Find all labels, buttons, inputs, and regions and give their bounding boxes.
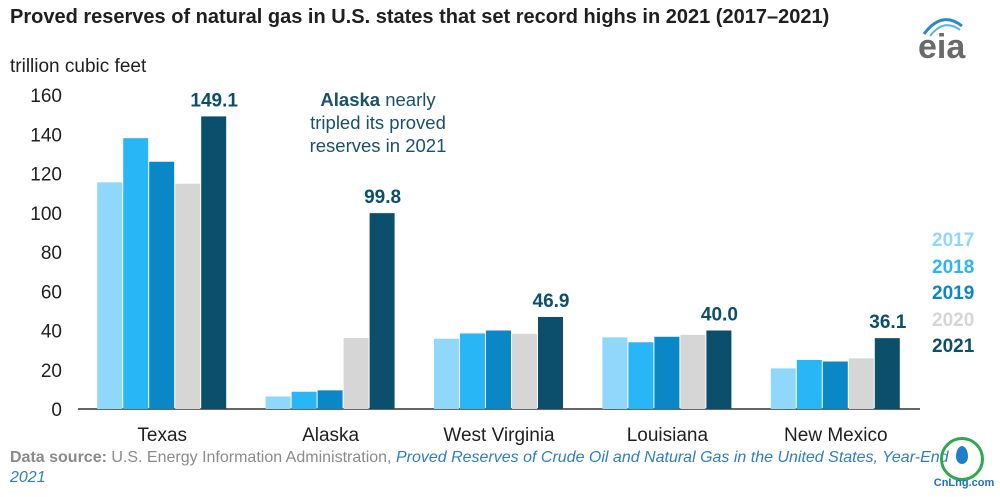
bar-2018 bbox=[460, 333, 485, 409]
bar-2020 bbox=[175, 183, 201, 409]
annotation-line: tripled its proved bbox=[310, 112, 446, 133]
watermark-text: CnLng.com bbox=[933, 477, 995, 489]
y-tick-label: 80 bbox=[41, 243, 62, 264]
water-drop-icon bbox=[956, 446, 968, 464]
y-tick-label: 40 bbox=[41, 322, 62, 343]
logo-text: eia bbox=[918, 28, 966, 66]
bar-2018 bbox=[123, 138, 149, 410]
data-source: Data source: U.S. Energy Information Adm… bbox=[10, 448, 970, 488]
source-publication-link[interactable]: Proved Reserves of Crude Oil and Natural… bbox=[10, 449, 949, 486]
bar-2021 bbox=[874, 338, 900, 409]
y-tick-label: 0 bbox=[51, 400, 62, 421]
bar-2019 bbox=[317, 390, 343, 409]
legend-item-2018: 2018 bbox=[932, 256, 975, 278]
annotation-line: reserves in 2021 bbox=[310, 135, 447, 156]
source-org: U.S. Energy Information Administration, bbox=[106, 449, 396, 466]
bar-2020 bbox=[680, 334, 706, 409]
legend-item-2017: 2017 bbox=[932, 230, 975, 251]
bar-2019 bbox=[654, 336, 680, 409]
x-tick-label: Louisiana bbox=[627, 425, 709, 446]
bar-2020 bbox=[343, 337, 369, 409]
bar-2020 bbox=[848, 358, 874, 409]
legend: 2017 2018 2019 2020 2021 bbox=[932, 228, 974, 361]
bar-2021 bbox=[538, 316, 563, 409]
bar-2017 bbox=[602, 337, 628, 409]
bar-2018 bbox=[291, 391, 317, 409]
legend-item-2019: 2019 bbox=[932, 283, 975, 304]
chart-title: Proved reserves of natural gas in U.S. s… bbox=[10, 6, 830, 28]
y-tick-label: 60 bbox=[41, 282, 62, 303]
data-label: 40.0 bbox=[701, 305, 738, 326]
bar-2017 bbox=[770, 368, 796, 409]
bar-2021 bbox=[706, 330, 732, 409]
source-label: Data source: bbox=[10, 449, 107, 466]
bar-2019 bbox=[486, 330, 511, 409]
bar-2021 bbox=[369, 213, 395, 409]
data-label: 99.8 bbox=[364, 187, 401, 208]
y-tick-label: 140 bbox=[30, 125, 62, 146]
y-tick-label: 100 bbox=[30, 204, 62, 225]
bar-2020 bbox=[512, 333, 537, 409]
y-tick-label: 20 bbox=[41, 361, 62, 382]
bar-2017 bbox=[265, 396, 291, 409]
data-label: 36.1 bbox=[869, 312, 906, 333]
watermark: CnLng.com bbox=[932, 437, 996, 493]
bar-2018 bbox=[628, 342, 654, 409]
bar-2017 bbox=[434, 338, 459, 409]
logo-arc-icon bbox=[922, 18, 963, 37]
legend-item-2020: 2020 bbox=[932, 309, 975, 331]
annotation-line: Alaska nearly bbox=[320, 89, 436, 110]
data-label: 46.9 bbox=[533, 291, 570, 312]
bar-2018 bbox=[796, 359, 822, 409]
bar-2019 bbox=[149, 161, 175, 409]
data-label: 149.1 bbox=[190, 90, 238, 111]
x-tick-label: Alaska bbox=[302, 425, 359, 446]
x-tick-label: West Virginia bbox=[443, 425, 555, 446]
unit-label: trillion cubic feet bbox=[10, 56, 147, 77]
y-tick-label: 120 bbox=[30, 165, 62, 186]
watermark-ring-icon bbox=[940, 437, 984, 481]
x-tick-label: Texas bbox=[137, 425, 187, 446]
eia-logo: eia bbox=[908, 8, 978, 68]
bar-2017 bbox=[97, 182, 123, 409]
bar-2021 bbox=[201, 116, 227, 410]
y-tick-label: 160 bbox=[30, 86, 62, 107]
x-tick-label: New Mexico bbox=[784, 425, 887, 446]
bar-2019 bbox=[822, 361, 848, 409]
legend-item-2021: 2021 bbox=[932, 336, 975, 357]
